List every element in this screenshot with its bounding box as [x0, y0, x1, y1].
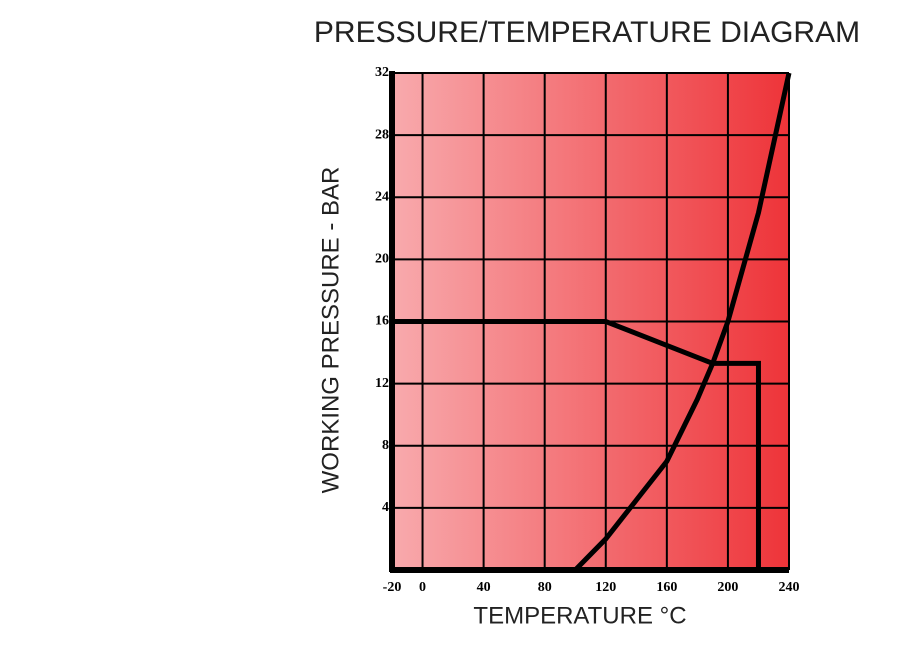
y-axis-label: WORKING PRESSURE - BAR	[317, 167, 344, 494]
x-tick-label: 160	[656, 580, 677, 595]
x-axis-label: TEMPERATURE °C	[473, 602, 686, 629]
x-tick-label: 0	[419, 580, 426, 595]
y-tick-label: 4	[382, 500, 389, 515]
y-tick-label: 28	[375, 127, 389, 142]
x-tick-label: 120	[595, 580, 616, 595]
x-tick-label: 240	[779, 580, 800, 595]
x-tick-label: 40	[477, 580, 491, 595]
line	[573, 72, 792, 572]
y-tick-label: 8	[382, 438, 389, 453]
y-tick-label: 32	[375, 65, 389, 80]
y-tick-label: 20	[375, 252, 389, 267]
x-tick-label: 200	[717, 580, 738, 595]
x-tick-label: -20	[383, 580, 402, 595]
x-tick-label: 80	[538, 580, 552, 595]
y-tick-label: 24	[375, 189, 389, 204]
y-tick-label: 12	[375, 376, 389, 391]
chart-title: PRESSURE/TEMPERATURE DIAGRAM	[314, 16, 860, 49]
y-tick-label: 16	[375, 314, 389, 329]
